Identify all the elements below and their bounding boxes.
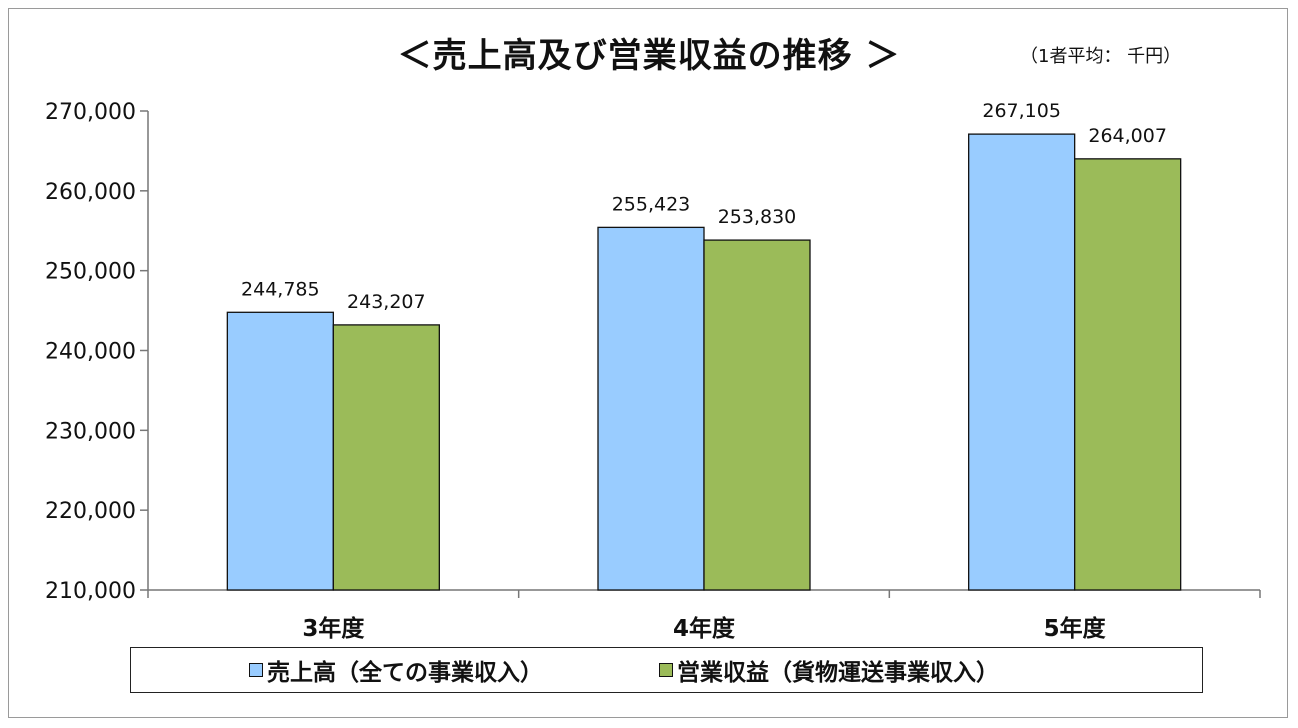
y-tick-label: 210,000 <box>45 579 136 604</box>
bar <box>333 325 439 590</box>
legend-swatch-operating-revenue <box>659 663 673 677</box>
bar <box>969 134 1075 590</box>
y-tick-label: 230,000 <box>45 419 136 444</box>
x-tick-label: 5年度 <box>1044 615 1107 642</box>
legend-label-operating-revenue: 営業収益（貨物運送事業収入） <box>677 653 999 687</box>
data-label: 255,423 <box>612 193 691 215</box>
legend-label-sales: 売上高（全ての事業収入） <box>267 653 543 687</box>
y-tick-label: 270,000 <box>45 100 136 125</box>
bar <box>1075 159 1181 590</box>
legend-item-sales: 売上高（全ての事業収入） <box>249 653 543 687</box>
data-label: 264,007 <box>1088 125 1167 147</box>
x-tick-label: 3年度 <box>302 615 365 642</box>
data-label: 243,207 <box>347 291 426 313</box>
data-label: 244,785 <box>241 278 320 300</box>
y-tick-label: 240,000 <box>45 340 136 365</box>
bar <box>227 312 333 590</box>
legend-item-operating-revenue: 営業収益（貨物運送事業収入） <box>659 653 999 687</box>
bar <box>598 227 704 590</box>
data-label: 253,830 <box>718 206 797 228</box>
y-tick-label: 220,000 <box>45 499 136 524</box>
bar <box>704 240 810 590</box>
x-tick-label: 4年度 <box>673 615 736 642</box>
y-tick-label: 260,000 <box>45 180 136 205</box>
y-tick-label: 250,000 <box>45 260 136 285</box>
legend-swatch-sales <box>249 663 263 677</box>
legend: 売上高（全ての事業収入） 営業収益（貨物運送事業収入） <box>130 647 1203 693</box>
data-label: 267,105 <box>982 100 1061 122</box>
